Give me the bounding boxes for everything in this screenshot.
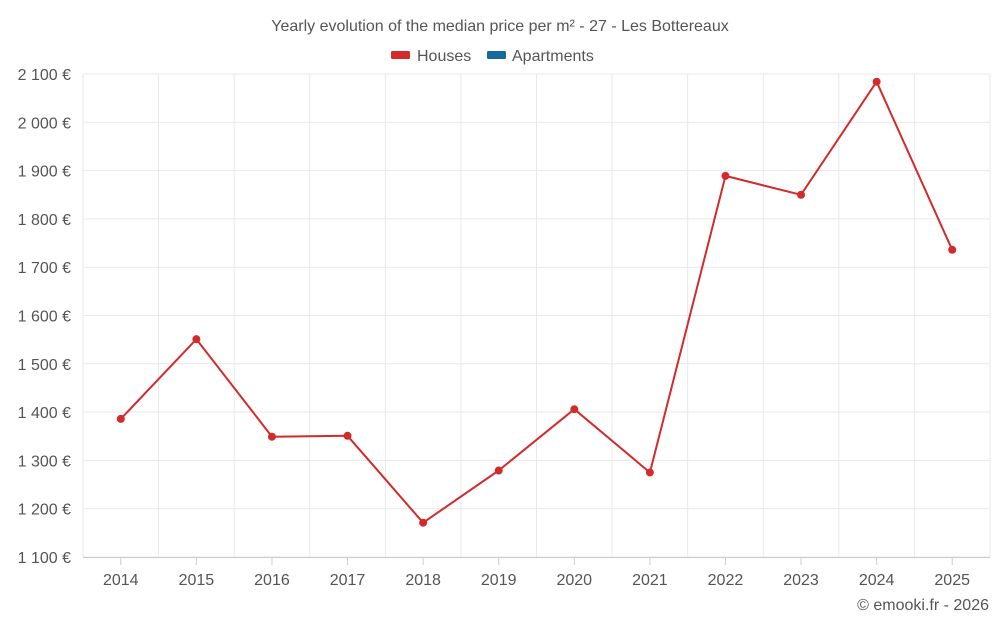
axis-layer: 1 100 € 1 200 € 1 300 € 1 400 € 1 500 € 1 600… bbox=[18, 67, 990, 589]
grid-layer bbox=[82, 73, 991, 558]
x-tick-label: 2021 bbox=[632, 572, 668, 589]
data-point-houses-2022 bbox=[721, 171, 730, 180]
y-tick-label: 1 200 € bbox=[18, 502, 71, 519]
data-point-houses-2019 bbox=[494, 466, 503, 475]
data-point-houses-2025 bbox=[948, 245, 957, 254]
y-tick-label: 1 600 € bbox=[18, 309, 71, 326]
legend[interactable]: Houses Apartments bbox=[391, 48, 594, 65]
y-tick-label: 1 700 € bbox=[18, 260, 71, 277]
data-point-houses-2020 bbox=[570, 405, 579, 414]
legend-swatch-houses bbox=[391, 51, 410, 59]
data-point-houses-2015 bbox=[192, 335, 201, 344]
data-point-houses-2017 bbox=[343, 431, 352, 440]
y-tick-label: 2 000 € bbox=[18, 115, 71, 132]
x-tick-label: 2019 bbox=[481, 572, 517, 589]
series-layer bbox=[116, 77, 957, 527]
series-line-houses bbox=[120, 80, 954, 524]
legend-item-houses[interactable]: Houses bbox=[391, 48, 471, 65]
x-tick-label: 2023 bbox=[783, 572, 819, 589]
chart-title: Yearly evolution of the median price per… bbox=[271, 18, 728, 35]
data-point-houses-2024 bbox=[872, 77, 881, 86]
data-point-houses-2016 bbox=[267, 432, 276, 441]
x-tick-label: 2024 bbox=[859, 572, 895, 589]
x-tick-label: 2022 bbox=[708, 572, 744, 589]
legend-item-apartments[interactable]: Apartments bbox=[487, 48, 594, 65]
y-tick-label: 1 900 € bbox=[18, 164, 71, 181]
data-point-houses-2018 bbox=[419, 518, 428, 527]
x-tick-label: 2017 bbox=[330, 572, 366, 589]
y-tick-label: 1 400 € bbox=[18, 405, 71, 422]
legend-label-houses: Houses bbox=[417, 48, 471, 65]
x-tick-label: 2020 bbox=[556, 572, 592, 589]
x-tick-label: 2014 bbox=[103, 572, 139, 589]
y-tick-label: 2 100 € bbox=[18, 67, 71, 84]
data-point-houses-2021 bbox=[645, 468, 654, 477]
credit-text: © emooki.fr - 2026 bbox=[857, 597, 989, 614]
data-point-houses-2023 bbox=[797, 190, 806, 199]
y-tick-label: 1 500 € bbox=[18, 357, 71, 374]
data-point-houses-2014 bbox=[116, 414, 125, 423]
legend-swatch-apartments bbox=[487, 51, 506, 59]
y-tick-label: 1 300 € bbox=[18, 453, 71, 470]
x-tick-label: 2025 bbox=[934, 572, 970, 589]
y-tick-label: 1 800 € bbox=[18, 212, 71, 229]
legend-label-apartments: Apartments bbox=[512, 48, 594, 65]
x-tick-label: 2016 bbox=[254, 572, 290, 589]
x-tick-label: 2018 bbox=[405, 572, 441, 589]
x-tick-label: 2015 bbox=[179, 572, 215, 589]
y-tick-label: 1 100 € bbox=[18, 550, 71, 567]
